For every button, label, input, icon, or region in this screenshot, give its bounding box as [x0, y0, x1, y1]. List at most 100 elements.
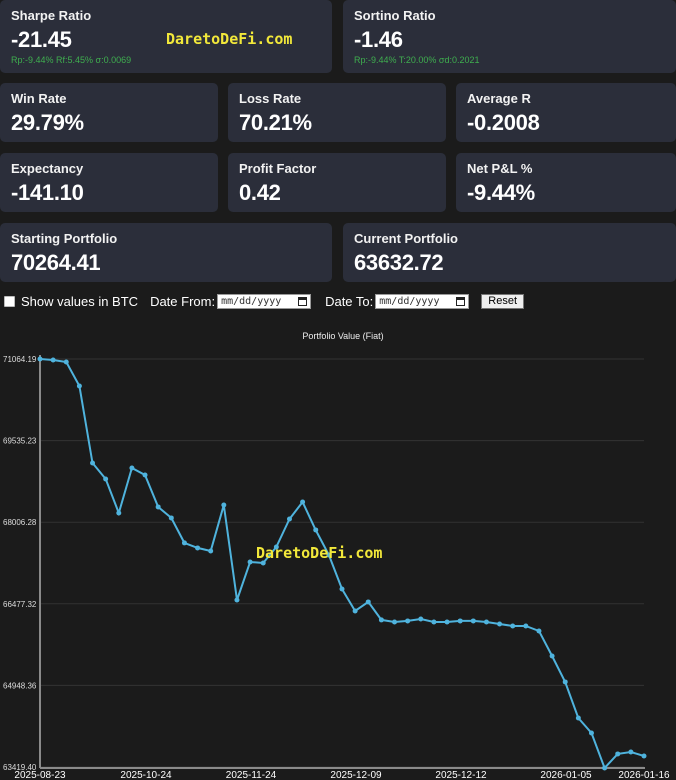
x-tick-label: 2025-08-23 [14, 770, 66, 780]
data-point [208, 548, 214, 554]
data-point [129, 465, 135, 471]
sortino-ratio-label: Sortino Ratio [354, 8, 436, 23]
date-from-label: Date From: [150, 293, 216, 309]
data-point [116, 510, 122, 516]
loss-rate-label: Loss Rate [239, 91, 302, 106]
starting-portfolio-card: Starting Portfolio 70264.41 [0, 223, 332, 282]
data-point [628, 749, 634, 755]
sharpe-ratio-label: Sharpe Ratio [11, 8, 92, 23]
net-pnl-value: -9.44% [467, 180, 535, 205]
x-tick-label: 2026-01-05 [540, 770, 592, 780]
y-tick-label: 64948.36 [3, 681, 37, 690]
sortino-ratio-detail: Rp:-9.44% T:20.00% σd:0.2021 [354, 55, 480, 65]
y-axis-ticks: 71064.19 69535.23 68006.28 66477.32 64948.36… [3, 355, 37, 772]
calendar-icon[interactable] [298, 296, 308, 306]
current-portfolio-card: Current Portfolio 63632.72 [343, 223, 676, 282]
date-to-input[interactable]: mm/dd/yyyy [375, 293, 470, 309]
loss-rate-card: Loss Rate 70.21% [228, 83, 446, 142]
average-r-value: -0.2008 [467, 110, 540, 135]
data-point [523, 623, 529, 629]
y-tick-label: 69535.23 [3, 437, 37, 446]
data-point [405, 618, 411, 624]
data-point [444, 619, 450, 625]
average-r-card: Average R -0.2008 [456, 83, 676, 142]
net-pnl-label: Net P&L % [467, 161, 533, 176]
data-point [234, 597, 240, 603]
date-from-input[interactable]: mm/dd/yyyy [217, 293, 312, 309]
data-point [588, 730, 594, 736]
btc-toggle-label: Show values in BTC [21, 293, 139, 309]
btc-toggle-checkbox[interactable] [4, 295, 15, 307]
x-tick-label: 2025-12-09 [330, 770, 382, 780]
x-tick-label: 2025-12-12 [435, 770, 487, 780]
expectancy-value: -141.10 [11, 180, 84, 205]
y-tick-label: 68006.28 [3, 518, 37, 527]
starting-portfolio-label: Starting Portfolio [11, 231, 118, 246]
current-portfolio-label: Current Portfolio [354, 231, 458, 246]
data-point [142, 472, 148, 478]
data-point [378, 617, 384, 623]
win-rate-value: 29.79% [11, 110, 84, 135]
data-point [510, 623, 516, 629]
data-point [286, 516, 292, 522]
current-portfolio-value: 63632.72 [354, 250, 444, 275]
data-point [90, 460, 96, 466]
x-tick-label: 2025-11-24 [226, 770, 277, 780]
expectancy-label: Expectancy [11, 161, 84, 176]
y-tick-label: 66477.32 [3, 600, 37, 609]
chart-title: Portfolio Value (Fiat) [302, 331, 384, 341]
data-point [63, 359, 69, 365]
data-point [76, 383, 82, 389]
sharpe-ratio-detail: Rp:-9.44% Rf:5.45% σ:0.0069 [11, 55, 132, 65]
data-point [50, 357, 56, 363]
data-point [497, 621, 503, 627]
reset-button[interactable]: Reset [481, 293, 525, 309]
data-point [247, 559, 253, 565]
calendar-icon[interactable] [456, 296, 466, 306]
loss-rate-value: 70.21% [239, 110, 312, 135]
data-point [103, 476, 109, 482]
data-point [195, 545, 201, 551]
portfolio-value-line [39, 358, 645, 770]
sortino-ratio-value: -1.46 [354, 27, 403, 52]
profit-factor-value: 0.42 [239, 180, 281, 205]
data-point [365, 599, 371, 605]
data-point [418, 616, 424, 622]
data-point [602, 765, 608, 771]
win-rate-label: Win Rate [11, 91, 67, 106]
x-tick-label: 2025-10-24 [120, 770, 172, 780]
data-point [339, 586, 345, 592]
profit-factor-label: Profit Factor [239, 161, 317, 176]
data-point [352, 608, 358, 614]
data-point [470, 618, 476, 624]
x-axis-ticks: 2025-08-23 2025-10-24 2025-11-24 2025-12-09… [14, 770, 670, 780]
average-r-label: Average R [467, 91, 531, 106]
data-point [457, 618, 463, 624]
watermark-top: DaretoDeFi.com [166, 30, 293, 48]
y-tick-label: 71064.19 [3, 355, 37, 364]
data-point [549, 653, 555, 659]
chart-controls: Show values in BTC Date From: mm/dd/yyyy… [4, 292, 525, 310]
data-point [431, 619, 437, 625]
data-point [392, 619, 398, 625]
data-point [37, 356, 43, 362]
data-point [615, 751, 621, 757]
sortino-ratio-card: Sortino Ratio -1.46 Rp:-9.44% T:20.00% σ… [343, 0, 676, 73]
data-point [181, 540, 187, 546]
y-tick-label: 63419.40 [3, 763, 37, 772]
date-from-placeholder: mm/dd/yyyy [221, 295, 282, 307]
profit-factor-card: Profit Factor 0.42 [228, 153, 446, 212]
win-rate-card: Win Rate 29.79% [0, 83, 218, 142]
watermark-chart: DaretoDeFi.com [256, 544, 383, 562]
net-pnl-card: Net P&L % -9.44% [456, 153, 676, 212]
sharpe-ratio-value: -21.45 [11, 27, 72, 52]
chart-gridlines [40, 358, 644, 768]
data-point [168, 515, 174, 521]
date-to-label: Date To: [325, 293, 374, 309]
expectancy-card: Expectancy -141.10 [0, 153, 218, 212]
data-point [300, 499, 306, 505]
data-point [221, 502, 227, 508]
data-point [536, 628, 542, 634]
sharpe-ratio-card: Sharpe Ratio -21.45 Rp:-9.44% Rf:5.45% σ… [0, 0, 332, 73]
date-to-placeholder: mm/dd/yyyy [379, 295, 440, 307]
